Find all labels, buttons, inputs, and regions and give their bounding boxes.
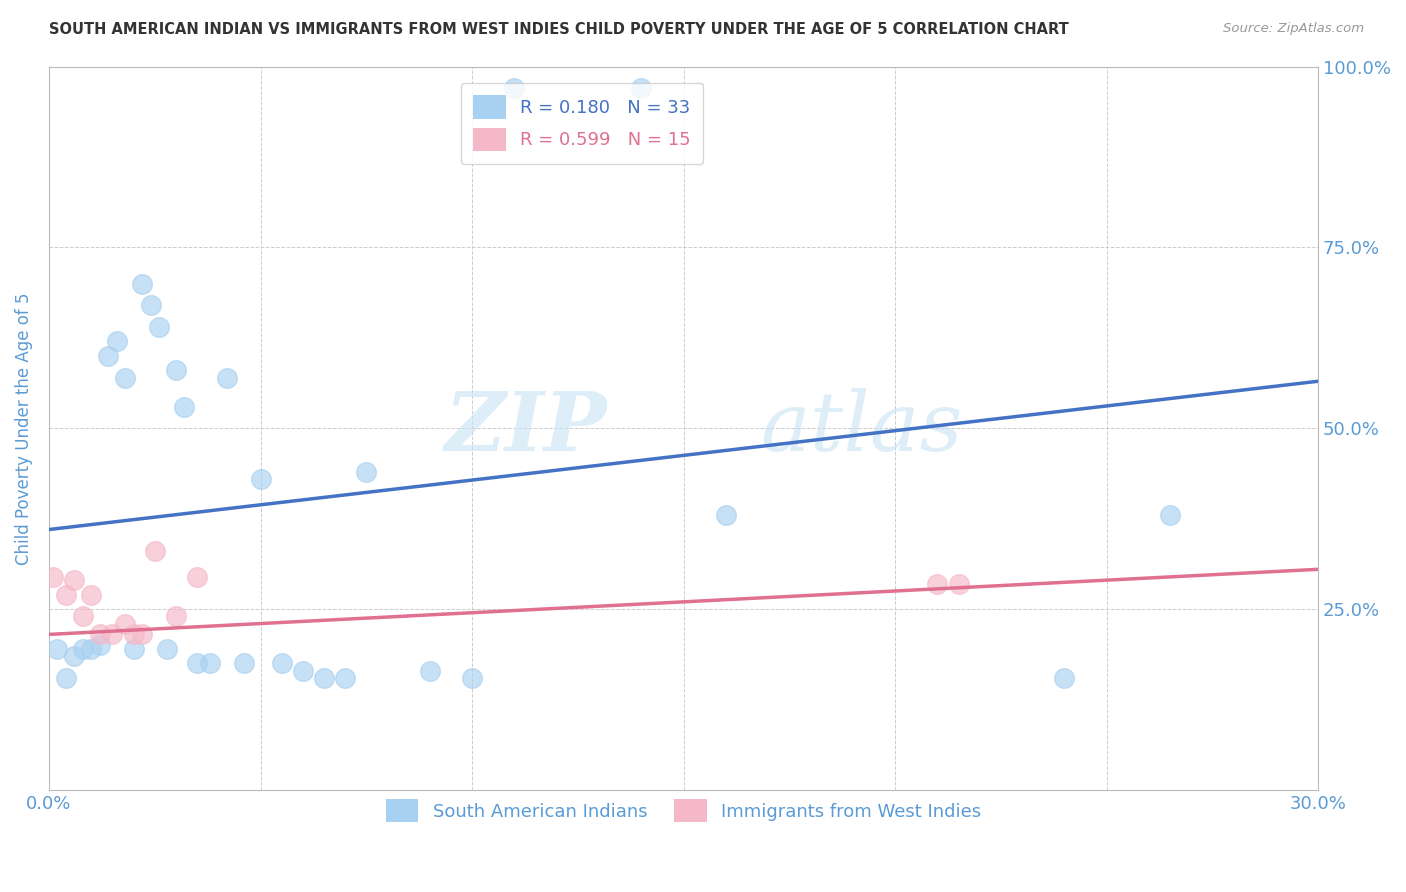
Point bbox=[42, 569, 65, 583]
Point bbox=[122, 627, 145, 641]
Point bbox=[270, 657, 292, 671]
Point bbox=[630, 81, 652, 95]
Point bbox=[156, 641, 179, 656]
Point bbox=[198, 657, 221, 671]
Point bbox=[101, 627, 124, 641]
Text: SOUTH AMERICAN INDIAN VS IMMIGRANTS FROM WEST INDIES CHILD POVERTY UNDER THE AGE: SOUTH AMERICAN INDIAN VS IMMIGRANTS FROM… bbox=[49, 22, 1069, 37]
Point bbox=[89, 627, 111, 641]
Text: atlas: atlas bbox=[759, 388, 962, 468]
Point bbox=[249, 472, 271, 486]
Point bbox=[72, 609, 94, 624]
Point bbox=[173, 400, 195, 414]
Point bbox=[63, 573, 86, 587]
Point bbox=[215, 370, 238, 384]
Point bbox=[131, 627, 153, 641]
Point bbox=[122, 641, 145, 656]
Legend: South American Indians, Immigrants from West Indies: South American Indians, Immigrants from … bbox=[373, 787, 994, 835]
Point bbox=[143, 544, 166, 558]
Point bbox=[186, 569, 208, 583]
Point bbox=[148, 320, 170, 334]
Point bbox=[356, 465, 378, 479]
Point bbox=[165, 363, 187, 377]
Text: ZIP: ZIP bbox=[444, 388, 607, 468]
Point bbox=[291, 664, 314, 678]
Point bbox=[55, 671, 77, 685]
Point bbox=[105, 334, 128, 349]
Text: Source: ZipAtlas.com: Source: ZipAtlas.com bbox=[1223, 22, 1364, 36]
Point bbox=[1053, 671, 1076, 685]
Point bbox=[232, 657, 254, 671]
Y-axis label: Child Poverty Under the Age of 5: Child Poverty Under the Age of 5 bbox=[15, 292, 32, 565]
Point bbox=[165, 609, 187, 624]
Point bbox=[139, 298, 162, 312]
Point bbox=[97, 349, 120, 363]
Point bbox=[46, 641, 69, 656]
Point bbox=[714, 508, 737, 522]
Point bbox=[114, 616, 136, 631]
Point bbox=[63, 649, 86, 664]
Point bbox=[80, 588, 103, 602]
Point bbox=[333, 671, 356, 685]
Point bbox=[948, 576, 970, 591]
Point bbox=[55, 588, 77, 602]
Point bbox=[927, 576, 949, 591]
Point bbox=[186, 657, 208, 671]
Point bbox=[80, 641, 103, 656]
Point bbox=[312, 671, 335, 685]
Point bbox=[419, 664, 441, 678]
Point bbox=[72, 641, 94, 656]
Point bbox=[461, 671, 484, 685]
Point bbox=[114, 370, 136, 384]
Point bbox=[503, 81, 526, 95]
Point bbox=[1159, 508, 1181, 522]
Point bbox=[89, 638, 111, 652]
Point bbox=[131, 277, 153, 291]
